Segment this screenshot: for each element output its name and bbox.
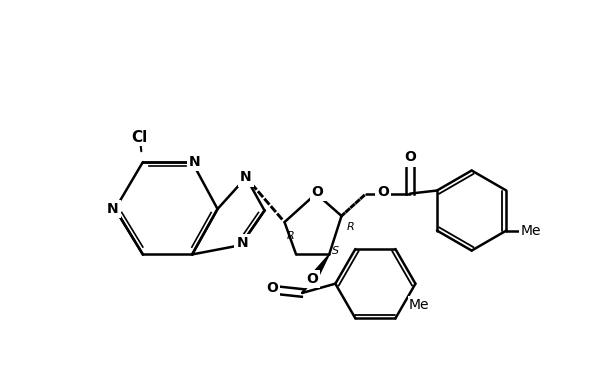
Text: Me: Me bbox=[409, 297, 429, 312]
Text: O: O bbox=[306, 272, 318, 286]
Text: O: O bbox=[377, 185, 389, 199]
Text: N: N bbox=[240, 171, 252, 184]
Polygon shape bbox=[310, 255, 329, 280]
Text: N: N bbox=[236, 236, 248, 250]
Text: O: O bbox=[266, 281, 278, 296]
Text: N: N bbox=[188, 155, 200, 169]
Text: N: N bbox=[107, 202, 118, 216]
Text: O: O bbox=[404, 150, 416, 164]
Text: O: O bbox=[312, 185, 323, 199]
Text: Me: Me bbox=[520, 224, 541, 238]
Text: Cl: Cl bbox=[131, 130, 147, 145]
Text: R: R bbox=[347, 222, 355, 232]
Text: S: S bbox=[332, 246, 339, 256]
Text: R: R bbox=[287, 231, 294, 241]
